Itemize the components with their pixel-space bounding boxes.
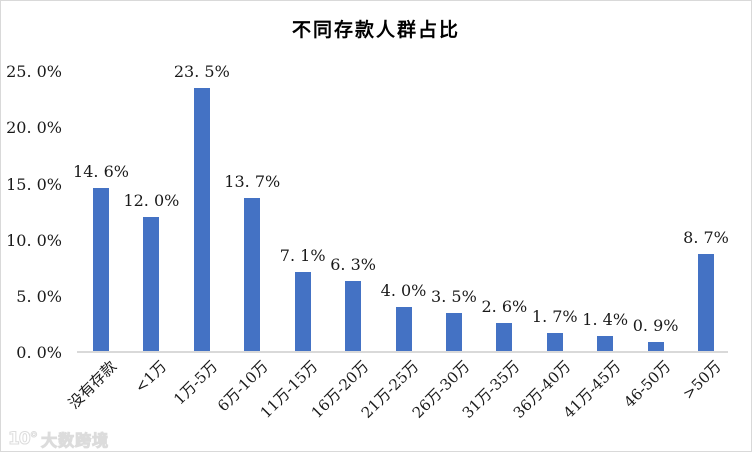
y-tick-label: 5. 0%	[16, 286, 62, 306]
x-category-label: 46-50万	[620, 357, 675, 412]
y-tick-label: 20. 0%	[6, 118, 62, 138]
watermark: 10° 大数跨境	[7, 427, 110, 451]
data-label: 4. 0%	[380, 281, 427, 301]
x-axis-line	[77, 351, 728, 353]
y-tick-label: 25. 0%	[6, 62, 62, 82]
data-label: 3. 5%	[431, 286, 477, 306]
data-label: 23. 5%	[173, 62, 230, 82]
y-tick-label: 15. 0%	[6, 174, 62, 194]
x-category-label: 没有存款	[64, 357, 121, 413]
bar	[496, 322, 513, 352]
x-category-label: 1万-5万	[169, 357, 221, 409]
bar	[445, 312, 462, 352]
bar	[395, 307, 412, 352]
data-label: 12. 0%	[123, 191, 180, 211]
data-label: 0. 9%	[632, 315, 679, 335]
x-category-label: <1万	[131, 357, 171, 397]
bar	[345, 281, 362, 352]
y-tick-label: 10. 0%	[6, 230, 62, 250]
bar	[647, 341, 664, 352]
data-label: 6. 3%	[330, 255, 376, 275]
bar	[698, 254, 714, 352]
watermark-text: 大数跨境	[41, 431, 110, 451]
x-category-label: >50万	[679, 357, 726, 404]
data-label: 7. 1%	[279, 246, 326, 266]
data-label: 8. 7%	[683, 228, 729, 248]
bar	[597, 336, 614, 352]
bar	[143, 217, 160, 352]
bar	[294, 272, 311, 352]
bar	[93, 188, 109, 352]
bar	[546, 332, 563, 352]
bar	[244, 198, 261, 352]
watermark-logo-icon: 10°	[7, 429, 38, 450]
data-label: 1. 4%	[582, 310, 629, 330]
data-label: 1. 7%	[531, 306, 578, 326]
data-label: 14. 6%	[73, 162, 129, 182]
data-label: 13. 7%	[224, 172, 281, 192]
y-tick-label: 0. 0%	[16, 343, 62, 362]
data-label: 2. 6%	[481, 296, 528, 316]
chart-title: 不同存款人群占比	[291, 19, 460, 41]
bar	[193, 88, 210, 352]
